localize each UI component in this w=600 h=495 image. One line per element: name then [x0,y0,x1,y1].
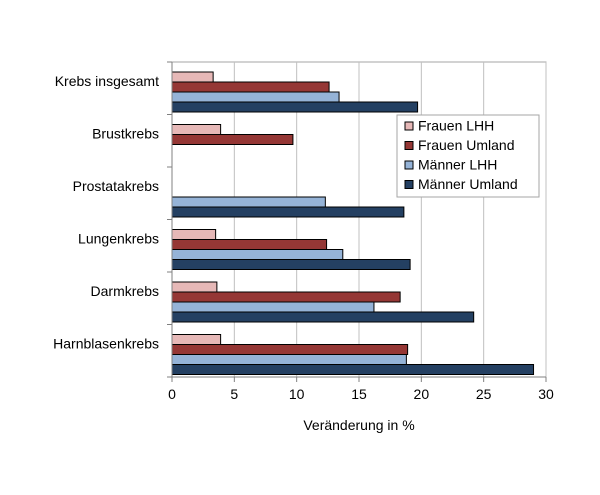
legend-swatch [404,121,414,131]
x-tick-label: 0 [168,386,176,402]
bar-maenner-lhh [171,249,344,260]
category-label: Harnblasenkrebs [53,335,159,351]
bar-frauen-umland [171,291,401,303]
legend-swatch [404,160,414,170]
bar-frauen-lhh [171,229,217,240]
legend-label: Männer LHH [418,157,497,173]
bar-maenner-umland [171,311,475,323]
category-label: Lungenkrebs [78,230,159,246]
x-axis-title: Veränderung in % [303,417,414,433]
category-label: Krebs insgesamt [55,73,159,89]
bar-maenner-umland [171,259,411,270]
bar-maenner-lhh [171,301,375,313]
x-tick-label: 25 [476,386,492,402]
bar-maenner-lhh [171,196,326,208]
x-tick-label: 20 [414,386,430,402]
legend-swatch [404,180,414,189]
bar-frauen-umland [171,344,409,355]
x-tick-label: 15 [351,386,367,402]
legend-box [396,114,540,198]
axes [167,61,547,382]
bar-frauen-umland [171,134,294,145]
category-label: Brustkrebs [92,125,159,141]
category-label: Prostatakrebs [73,178,159,194]
x-tick-label: 30 [538,386,554,402]
x-tick-label: 5 [230,386,238,402]
bar-maenner-umland [171,206,405,218]
bar-maenner-lhh [171,91,340,103]
category-label: Darmkrebs [91,283,159,299]
legend: Frauen LHH Frauen Umland Männer LHH Männer … [396,114,540,198]
bar-frauen-lhh [171,334,222,345]
bar-frauen-lhh [171,71,214,83]
bar-maenner-umland [171,101,419,113]
legend-label: Frauen Umland [418,137,515,153]
bar-frauen-lhh [171,281,218,293]
bar-maenner-lhh [171,354,407,365]
legend-swatch [404,141,414,150]
bar-frauen-umland [171,239,328,250]
x-tick-labels: 0 5 10 15 20 25 30 [168,386,554,402]
legend-label: Frauen LHH [418,118,494,134]
bar-frauen-lhh [171,124,222,135]
category-labels: Krebs insgesamt Brustkrebs Prostatakrebs Lu… [53,73,159,352]
legend-label: Männer Umland [418,176,518,192]
bar-frauen-umland [171,81,330,93]
x-tick-label: 10 [289,386,305,402]
bar-maenner-umland [171,364,535,375]
